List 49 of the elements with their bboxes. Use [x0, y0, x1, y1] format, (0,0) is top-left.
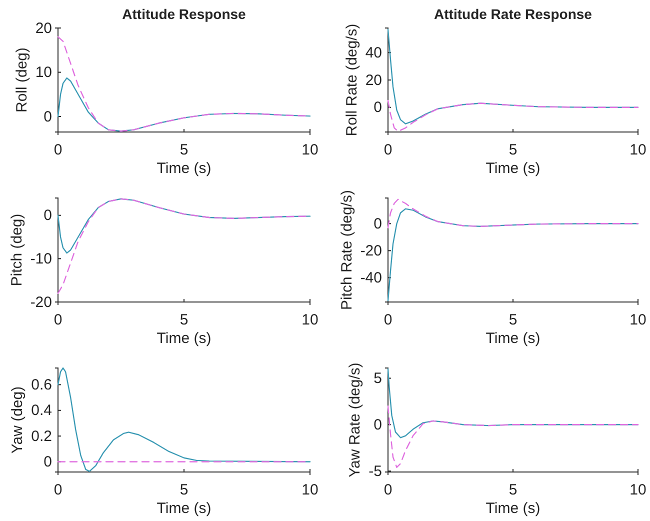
y-tick-label: 40 — [365, 44, 382, 62]
x-tick-label: 10 — [302, 312, 318, 328]
x-axis-title: Time (s) — [156, 500, 212, 517]
y-tick-label: 10 — [35, 64, 52, 82]
x-axis-title: Time (s) — [486, 500, 540, 517]
x-tick-label: 5 — [180, 142, 188, 158]
x-tick-label: 5 — [180, 482, 188, 498]
x-tick-label: 10 — [630, 482, 646, 498]
y-tick-label: 0 — [44, 207, 52, 224]
chart-title: Attitude Response — [122, 6, 246, 22]
y-tick-label: 20 — [365, 72, 382, 89]
x-tick-label: 5 — [180, 312, 188, 328]
y-tick-label: 0 — [374, 99, 382, 116]
y-tick-label: -40 — [360, 269, 382, 286]
y-tick-label: 0.6 — [31, 376, 52, 394]
line-series — [387, 405, 639, 468]
y-axis-title: Yaw Rate (deg/s) — [346, 362, 364, 478]
x-axis-title: Time (s) — [156, 160, 212, 177]
y-tick-label: 0 — [44, 108, 52, 126]
chart-title: Attitude Rate Response — [434, 6, 592, 22]
x-tick-label: 10 — [302, 142, 318, 158]
x-tick-label: 10 — [630, 142, 646, 158]
y-tick-label: 0 — [374, 416, 382, 434]
y-tick-label: 0.2 — [31, 428, 52, 445]
y-tick-label: 0 — [374, 215, 382, 232]
line-series — [387, 198, 639, 228]
y-tick-label: 0.4 — [31, 402, 52, 420]
x-axis-title: Time (s) — [486, 160, 540, 177]
x-tick-label: 5 — [508, 142, 518, 158]
y-tick-label: 5 — [374, 370, 382, 388]
y-axis-title: Pitch (deg) — [8, 214, 26, 286]
x-tick-label: 10 — [630, 312, 646, 328]
line-series — [387, 100, 639, 132]
y-tick-label: -5 — [368, 462, 382, 480]
x-axis-title: Time (s) — [486, 330, 540, 347]
y-tick-label: -20 — [360, 242, 382, 260]
x-axis-title: Time (s) — [156, 330, 212, 347]
x-tick-label: 5 — [508, 312, 518, 328]
y-axis-title: Roll Rate (deg/s) — [343, 24, 360, 136]
y-tick-label: 20 — [35, 20, 52, 37]
x-tick-label: 5 — [508, 482, 518, 498]
y-axis-title: Pitch Rate (deg/s) — [338, 190, 356, 310]
y-axis-title: Roll (deg) — [13, 47, 30, 113]
y-tick-label: -10 — [30, 250, 52, 268]
x-tick-label: 10 — [302, 482, 318, 498]
y-tick-label: -20 — [30, 294, 52, 311]
line-series — [57, 367, 311, 472]
y-tick-label: 0 — [44, 454, 52, 471]
y-axis-title: Yaw (deg) — [9, 386, 26, 454]
